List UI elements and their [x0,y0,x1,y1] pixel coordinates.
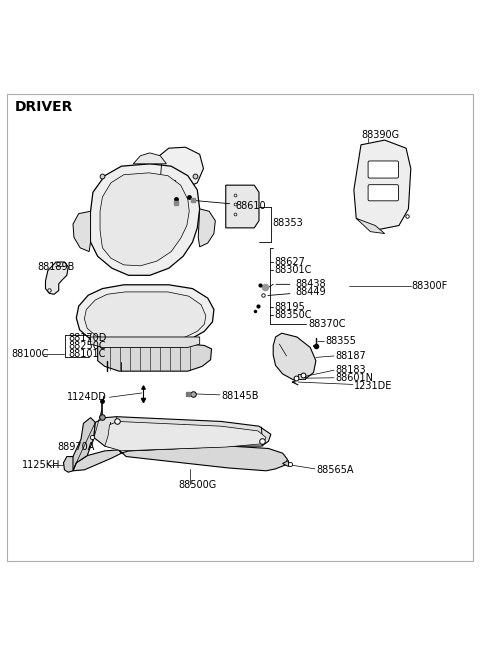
FancyBboxPatch shape [368,161,398,178]
Text: 88250C: 88250C [68,341,106,350]
Text: 88355: 88355 [325,336,356,346]
Text: 88610C: 88610C [118,200,173,210]
Polygon shape [94,417,271,451]
Polygon shape [97,344,212,371]
Text: 88601N: 88601N [335,373,373,383]
Polygon shape [226,185,259,228]
Text: 88353: 88353 [272,218,303,228]
Text: 88100C: 88100C [12,348,48,358]
Text: 88449: 88449 [268,287,326,297]
Text: 88627: 88627 [274,257,305,267]
Text: 88565A: 88565A [316,465,353,476]
Text: 88301C: 88301C [274,265,312,274]
Text: 88500G: 88500G [179,481,216,491]
Text: 88189B: 88189B [37,262,74,272]
Text: 88350C: 88350C [274,310,312,320]
Text: DRIVER: DRIVER [14,100,73,114]
Polygon shape [84,292,206,339]
Polygon shape [89,164,200,275]
Text: 88195: 88195 [274,302,305,312]
Text: 88970A: 88970A [57,441,95,451]
Polygon shape [100,173,189,266]
Text: 88390G: 88390G [361,130,399,140]
Polygon shape [198,209,216,247]
Polygon shape [298,374,304,379]
Text: 88145B: 88145B [221,391,259,402]
Text: 88600A: 88600A [141,164,179,190]
Text: 88187: 88187 [335,351,366,361]
Text: 88183: 88183 [335,365,365,375]
Text: 88610: 88610 [195,200,266,210]
Polygon shape [133,153,167,164]
Text: 1231DE: 1231DE [354,381,392,391]
Polygon shape [76,285,214,343]
Polygon shape [46,262,68,294]
Polygon shape [273,333,316,380]
Polygon shape [73,450,121,471]
Text: 1125KH: 1125KH [22,460,60,470]
Text: 88370C: 88370C [308,319,346,329]
Text: 88170D: 88170D [68,333,107,343]
Polygon shape [69,418,96,471]
Polygon shape [356,218,384,234]
Text: 88438: 88438 [276,279,326,290]
Polygon shape [73,212,91,252]
Text: 88300F: 88300F [412,281,448,291]
Text: 1124DD: 1124DD [67,392,107,402]
Polygon shape [354,140,411,231]
Polygon shape [63,457,73,472]
Polygon shape [119,446,288,471]
Polygon shape [144,155,157,176]
Polygon shape [91,337,200,347]
Text: 88101C: 88101C [68,348,106,358]
FancyBboxPatch shape [368,185,398,201]
Polygon shape [105,421,266,451]
Polygon shape [155,147,204,189]
